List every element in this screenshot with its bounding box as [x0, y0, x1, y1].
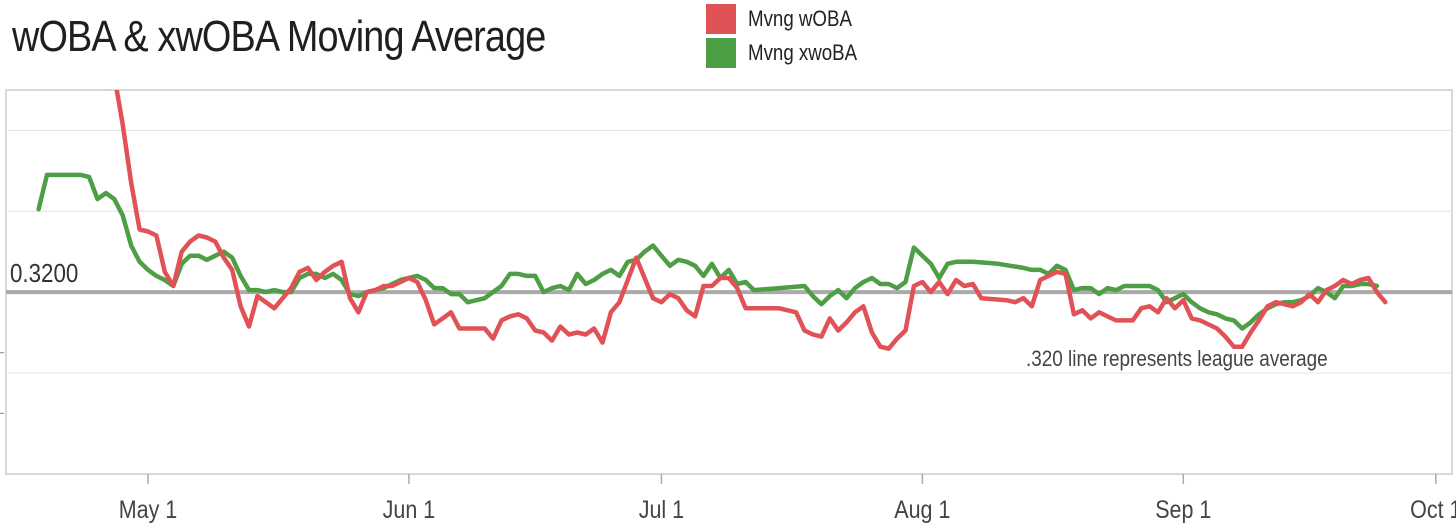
legend-label-xwoba: Mvng xwoBA — [748, 40, 858, 65]
gridlines — [0, 89, 1453, 475]
league-average-annotation: .320 line represents league average — [1026, 347, 1328, 372]
x-tick-label: Jul 1 — [639, 495, 684, 523]
x-tick-label: May 1 — [119, 495, 178, 523]
chart-title: wOBA & xwOBA Moving Average — [12, 12, 546, 61]
plot-frame — [5, 89, 1453, 475]
x-tick-label: Jun 1 — [383, 495, 436, 523]
x-axis: May 1 Jun 1 Jul 1 Aug 1 Sep 1 Oct 1 — [119, 474, 1456, 523]
reference-line-label: 0.3200 — [10, 260, 78, 289]
chart-legend: Mvng wOBA Mvng xwoBA — [706, 4, 876, 72]
x-tick-label: Oct 1 — [1410, 495, 1456, 523]
legend-item-woba[interactable]: Mvng wOBA — [706, 4, 876, 34]
x-tick-label: Sep 1 — [1155, 495, 1211, 523]
woba-line — [104, 90, 1388, 351]
legend-label-woba: Mvng wOBA — [748, 6, 852, 31]
legend-swatch-xwoba — [706, 38, 736, 68]
series-lines — [36, 90, 1388, 351]
legend-swatch-woba — [706, 4, 736, 34]
legend-item-xwoba[interactable]: Mvng xwoBA — [706, 38, 876, 68]
x-tick-label: Aug 1 — [894, 495, 950, 523]
